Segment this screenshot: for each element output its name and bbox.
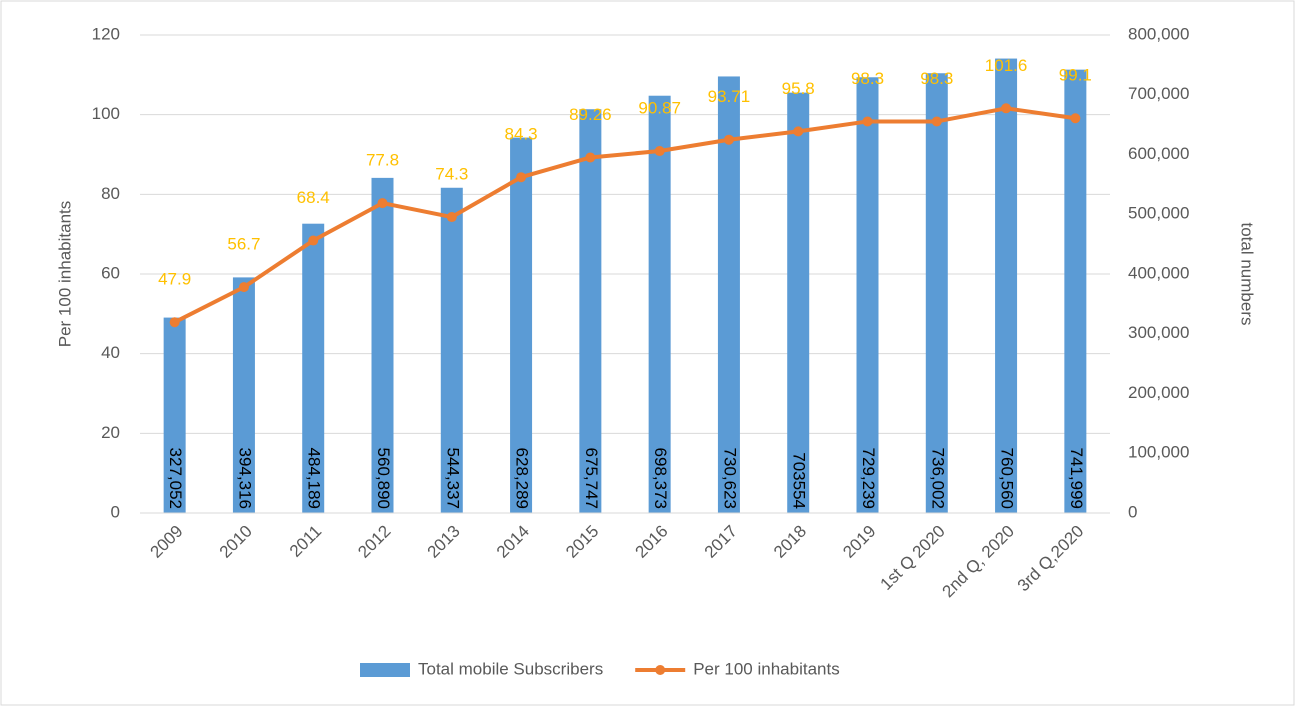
line-point: [723, 134, 734, 145]
y-tick-label: 40: [101, 343, 120, 362]
line-value-label: 68.4: [297, 188, 330, 207]
line-point: [1001, 103, 1012, 114]
legend-swatch: [360, 663, 410, 677]
bar: [371, 177, 394, 513]
x-tick-label: 2019: [839, 522, 879, 562]
line-point: [585, 152, 596, 163]
y-tick-label: 0: [111, 502, 120, 521]
x-tick-label: 1st Q 2020: [877, 522, 949, 594]
line-point: [1070, 113, 1081, 124]
legend-label: Per 100 inhabitants: [693, 659, 840, 678]
line-point: [308, 235, 319, 246]
bar-value-label: 675,747: [582, 448, 601, 509]
x-tick-label: 2012: [354, 522, 394, 562]
y2-tick-label: 700,000: [1128, 84, 1189, 103]
y-tick-label: 20: [101, 423, 120, 442]
bar: [232, 277, 255, 513]
bar: [1064, 69, 1087, 514]
line-value-label: 98.3: [920, 69, 953, 88]
x-tick-label: 2017: [701, 522, 741, 562]
line-value-label: 89.26: [569, 105, 612, 124]
bar-value-label: 741,999: [1067, 448, 1086, 509]
bar-value-label: 736,002: [928, 448, 947, 509]
bar: [787, 92, 810, 513]
y2-tick-label: 0: [1128, 502, 1137, 521]
line-point: [654, 146, 665, 157]
y-tick-label: 80: [101, 184, 120, 203]
bar: [717, 76, 740, 513]
y2-tick-label: 400,000: [1128, 263, 1189, 282]
line-point: [446, 212, 457, 223]
y2-tick-label: 300,000: [1128, 323, 1189, 342]
bar-value-label: 327,052: [166, 448, 185, 509]
x-tick-label: 3rd Q,2020: [1014, 522, 1088, 596]
y2-tick-label: 600,000: [1128, 144, 1189, 163]
line-value-label: 90.87: [638, 99, 681, 118]
bar: [163, 317, 186, 513]
y2-tick-label: 200,000: [1128, 383, 1189, 402]
line-value-label: 74.3: [435, 165, 468, 184]
bar-value-label: 628,289: [513, 448, 532, 509]
bar: [925, 73, 948, 514]
x-tick-label: 2011: [286, 522, 325, 561]
y2-tick-label: 800,000: [1128, 24, 1189, 43]
bar-value-label: 703554: [790, 452, 809, 509]
x-tick-label: 2018: [770, 522, 810, 562]
x-tick-label: 2016: [631, 522, 671, 562]
line-value-label: 56.7: [227, 235, 260, 254]
line: [173, 106, 1076, 324]
line-point: [931, 116, 942, 127]
bar: [856, 77, 879, 514]
line-point: [377, 198, 388, 209]
line-value-label: 98.3: [851, 69, 884, 88]
x-tick-label: 2013: [424, 522, 464, 562]
line-value-label: 93.71: [708, 87, 751, 106]
bar: [302, 223, 325, 513]
line-point: [238, 282, 249, 293]
y-axis-title: Per 100 inhabitants: [55, 201, 74, 348]
x-tick-label: 2010: [216, 522, 256, 562]
bar: [440, 187, 463, 513]
bar-value-label: 730,623: [720, 448, 739, 509]
y-tick-label: 100: [92, 104, 120, 123]
line-point: [793, 126, 804, 137]
x-tick-label: 2014: [493, 522, 533, 562]
line-value-label: 101.6: [985, 56, 1028, 75]
y2-tick-label: 100,000: [1128, 443, 1189, 462]
legend-label: Total mobile Subscribers: [418, 659, 603, 678]
bar: [995, 58, 1018, 513]
y2-axis-title: total numbers: [1238, 223, 1257, 326]
legend-marker: [655, 665, 666, 675]
x-tick-label: 2009: [146, 522, 186, 562]
line-value-label: 77.8: [366, 151, 399, 170]
bar-value-label: 484,189: [305, 448, 324, 509]
bar-value-label: 729,239: [859, 448, 878, 509]
line-point: [169, 317, 180, 328]
x-tick-label: 2015: [562, 522, 602, 562]
x-tick-label: 2nd Q, 2020: [938, 522, 1018, 602]
bar: [510, 137, 533, 513]
bar: [648, 95, 671, 513]
y-tick-label: 60: [101, 263, 120, 282]
bar-value-label: 698,373: [651, 448, 670, 509]
line-value-label: 84.3: [505, 125, 538, 144]
bar-value-label: 760,560: [998, 448, 1017, 509]
line-value-label: 95.8: [782, 79, 815, 98]
bar-value-label: 394,316: [235, 448, 254, 509]
bar: [579, 109, 602, 514]
line-point: [516, 172, 527, 183]
line-value-label: 99.1: [1059, 66, 1092, 85]
bar-value-label: 544,337: [443, 448, 462, 509]
line-point: [862, 116, 873, 127]
bar-value-label: 560,890: [374, 448, 393, 509]
line-value-label: 47.9: [158, 270, 191, 289]
y2-tick-label: 500,000: [1128, 204, 1189, 223]
y-tick-label: 120: [92, 24, 120, 43]
